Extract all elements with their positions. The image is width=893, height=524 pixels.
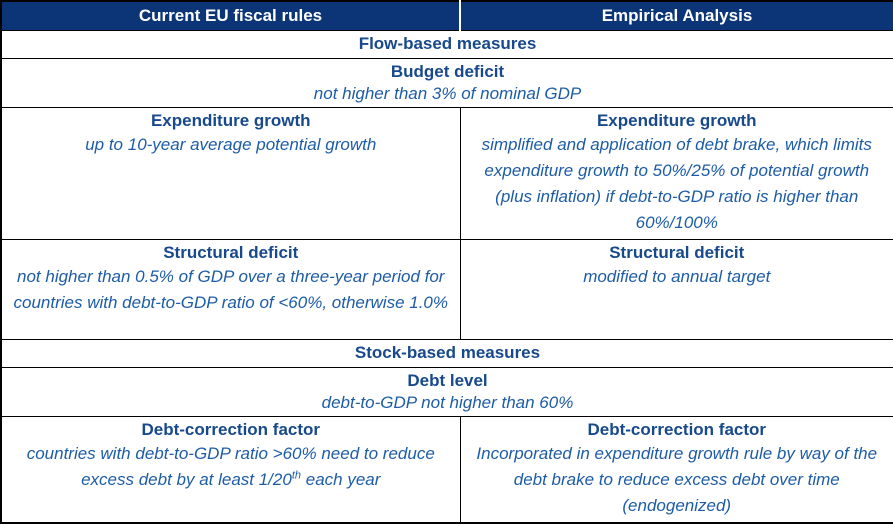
expenditure-growth-empirical-title: Expenditure growth	[596, 111, 757, 130]
cell-debt-correction-empirical: Debt-correction factor Incorporated in e…	[459, 416, 893, 524]
structural-deficit-empirical-detail: modified to annual target	[583, 267, 771, 286]
debt-level-detail: debt-to-GDP not higher than 60%	[321, 393, 574, 412]
row-flow-based-measures: Flow-based measures	[0, 30, 893, 59]
debt-correction-current-detail-text: countries with debt-to-GDP ratio >60% ne…	[26, 444, 435, 489]
expenditure-growth-current-detail: up to 10-year average potential growth	[85, 135, 377, 154]
budget-deficit-detail: not higher than 3% of nominal GDP	[313, 84, 582, 103]
cell-flow-based-measures: Flow-based measures	[0, 30, 893, 59]
cell-debt-correction-current: Debt-correction factor countries with de…	[0, 416, 461, 524]
expenditure-growth-current-title: Expenditure growth	[150, 111, 311, 130]
structural-deficit-current-title: Structural deficit	[163, 243, 299, 262]
cell-budget-deficit: Budget deficit not higher than 3% of nom…	[0, 58, 893, 108]
debt-correction-current-detail-suffix: each year	[301, 470, 381, 489]
cell-expenditure-growth-empirical: Expenditure growth simplified and applic…	[459, 107, 893, 240]
header-row: Current EU fiscal rules Empirical Analys…	[0, 0, 893, 31]
row-debt-level: Debt level debt-to-GDP not higher than 6…	[0, 367, 893, 417]
debt-correction-current-detail-superscript: th	[291, 469, 302, 482]
flow-based-measures-title: Flow-based measures	[358, 34, 537, 53]
cell-structural-deficit-current: Structural deficit not higher than 0.5% …	[0, 239, 461, 340]
budget-deficit-title: Budget deficit	[390, 62, 505, 81]
header-empirical-analysis: Empirical Analysis	[459, 0, 893, 31]
cell-expenditure-growth-current: Expenditure growth up to 10-year average…	[0, 107, 461, 240]
row-expenditure-growth: Expenditure growth up to 10-year average…	[0, 107, 893, 240]
debt-correction-empirical-title: Debt-correction factor	[587, 420, 767, 439]
debt-level-title: Debt level	[407, 371, 488, 390]
row-debt-correction-factor: Debt-correction factor countries with de…	[0, 416, 893, 524]
structural-deficit-empirical-title: Structural deficit	[609, 243, 745, 262]
cell-debt-level: Debt level debt-to-GDP not higher than 6…	[0, 367, 893, 417]
debt-correction-current-detail: countries with debt-to-GDP ratio >60% ne…	[10, 441, 452, 493]
structural-deficit-current-detail: not higher than 0.5% of GDP over a three…	[13, 267, 449, 312]
stock-based-measures-title: Stock-based measures	[354, 343, 541, 362]
cell-stock-based-measures: Stock-based measures	[0, 339, 893, 368]
debt-correction-empirical-detail: Incorporated in expenditure growth rule …	[476, 444, 878, 515]
expenditure-growth-empirical-detail: simplified and application of debt brake…	[481, 135, 872, 232]
debt-correction-current-title: Debt-correction factor	[141, 420, 321, 439]
row-stock-based-measures: Stock-based measures	[0, 339, 893, 368]
row-budget-deficit: Budget deficit not higher than 3% of nom…	[0, 58, 893, 108]
header-current-eu-fiscal-rules: Current EU fiscal rules	[0, 0, 461, 31]
cell-structural-deficit-empirical: Structural deficit modified to annual ta…	[459, 239, 893, 340]
row-structural-deficit: Structural deficit not higher than 0.5% …	[0, 239, 893, 340]
